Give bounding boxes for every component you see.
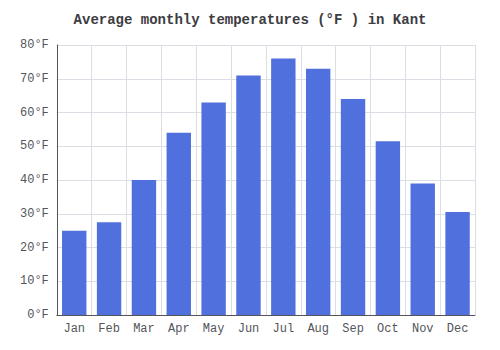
svg-text:80°F: 80°F <box>20 38 49 52</box>
svg-text:20°F: 20°F <box>20 241 49 255</box>
svg-text:Dec: Dec <box>447 322 469 336</box>
svg-text:30°F: 30°F <box>20 207 49 221</box>
svg-text:10°F: 10°F <box>20 274 49 288</box>
svg-text:40°F: 40°F <box>20 173 49 187</box>
svg-text:Nov: Nov <box>412 322 434 336</box>
svg-text:Jan: Jan <box>63 322 85 336</box>
svg-text:0°F: 0°F <box>27 308 49 322</box>
svg-text:Aug: Aug <box>307 322 329 336</box>
svg-text:70°F: 70°F <box>20 72 49 86</box>
svg-text:Average monthly temperatures (: Average monthly temperatures (°F ) in Ka… <box>74 12 427 28</box>
svg-text:Feb: Feb <box>98 322 120 336</box>
svg-text:Mar: Mar <box>133 322 155 336</box>
svg-text:Jun: Jun <box>238 322 260 336</box>
svg-text:50°F: 50°F <box>20 139 49 153</box>
svg-text:Apr: Apr <box>168 322 190 336</box>
svg-text:May: May <box>203 322 225 336</box>
svg-text:60°F: 60°F <box>20 106 49 120</box>
svg-text:Jul: Jul <box>273 322 295 336</box>
svg-text:Oct: Oct <box>377 322 399 336</box>
svg-text:Sep: Sep <box>342 322 364 336</box>
